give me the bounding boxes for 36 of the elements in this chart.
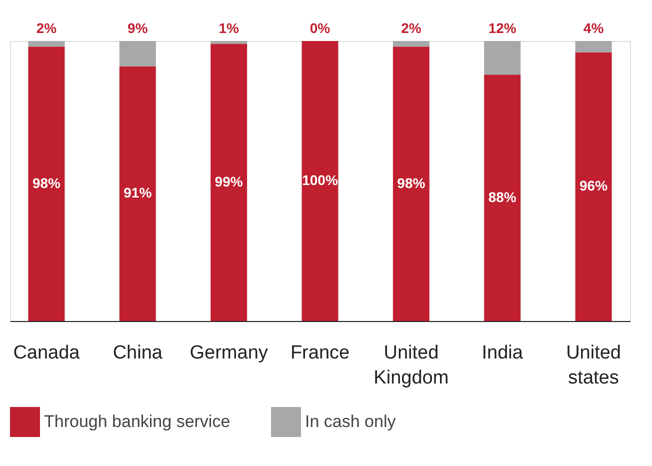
x-tick-label: United states — [566, 342, 621, 388]
bar — [575, 41, 612, 52]
bar — [575, 52, 612, 321]
x-tick-label: Germany — [190, 342, 268, 364]
bar — [484, 74, 521, 321]
bar — [210, 41, 248, 44]
data-label: 2% — [401, 20, 422, 36]
data-label: 99% — [214, 173, 244, 190]
bar — [210, 44, 248, 321]
bar — [28, 41, 65, 47]
legend-label: In cash only — [305, 412, 396, 431]
data-label: 100% — [302, 172, 338, 188]
x-tick-label: China — [112, 342, 163, 364]
data-label: 88% — [488, 188, 517, 205]
bar — [392, 41, 430, 47]
data-label: 2% — [36, 20, 58, 36]
data-label: 4% — [583, 20, 604, 36]
bar — [484, 41, 521, 75]
bar — [28, 46, 65, 321]
data-label: 9% — [128, 20, 148, 36]
bar — [392, 46, 430, 321]
bar — [302, 41, 338, 321]
data-label: 98% — [397, 174, 426, 191]
data-label: 1% — [218, 20, 240, 36]
bar — [119, 41, 156, 66]
data-label: 91% — [124, 184, 152, 201]
data-label: 0% — [310, 20, 331, 36]
data-label: 12% — [488, 20, 517, 36]
bar — [119, 66, 156, 321]
x-tick-label: Canada — [13, 342, 80, 364]
x-tick-label: United Kingdom — [374, 342, 449, 388]
data-label: 98% — [32, 174, 62, 191]
legend-label: Through banking service — [44, 412, 230, 431]
x-tick-label: France — [290, 342, 350, 364]
x-tick-label: India — [482, 342, 524, 364]
data-label: 96% — [580, 178, 608, 194]
